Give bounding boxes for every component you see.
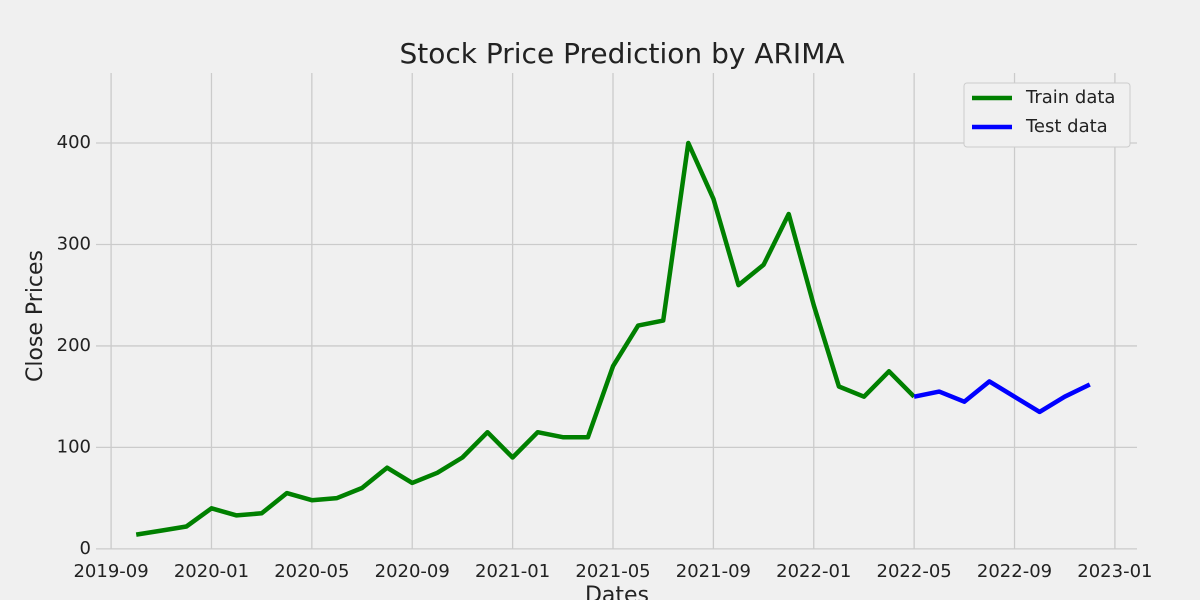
data-line <box>913 379 1091 415</box>
x-tick-label: 2020-05 <box>274 561 349 582</box>
legend: Train data Test data <box>963 82 1131 148</box>
x-tick-label: 2020-09 <box>375 561 450 582</box>
x-tick-label: 2021-05 <box>575 561 650 582</box>
legend-label: Test data <box>1025 116 1108 137</box>
y-tick-label: 300 <box>57 233 91 254</box>
y-axis-label: Close Prices <box>23 250 48 382</box>
chart-title: Stock Price Prediction by ARIMA <box>399 37 844 70</box>
x-tick-label: 2022-05 <box>877 561 952 582</box>
x-tick-label: 2020-01 <box>174 561 249 582</box>
x-tick-label: 2021-01 <box>475 561 550 582</box>
y-tick-label: 200 <box>57 335 91 356</box>
y-tick-label: 400 <box>57 132 91 153</box>
y-tick-label: 0 <box>80 538 91 559</box>
legend-label: Train data <box>1025 87 1115 108</box>
x-tick-label: 2022-09 <box>977 561 1052 582</box>
x-tick-label: 2019-09 <box>73 561 148 582</box>
x-tick-label: 2022-01 <box>776 561 851 582</box>
y-tick-label: 100 <box>57 436 91 457</box>
data-line <box>135 140 916 537</box>
x-tick-label: 2021-09 <box>676 561 751 582</box>
x-axis-label: Dates <box>585 583 649 600</box>
x-tick-label: 2023-01 <box>1077 561 1152 582</box>
